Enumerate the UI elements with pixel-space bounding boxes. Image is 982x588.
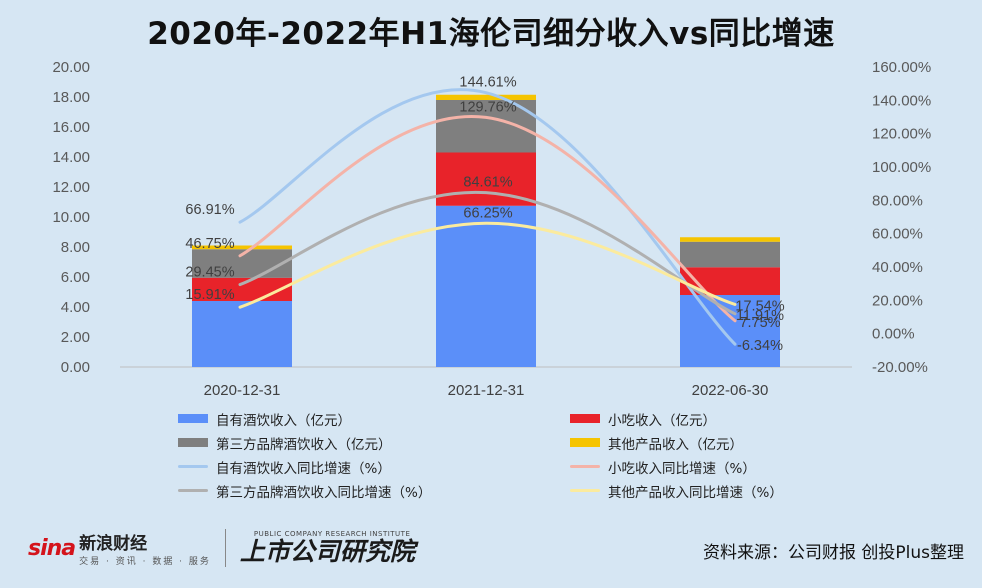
bars: [192, 94, 780, 367]
bar-segment: [192, 301, 292, 367]
left-axis: 0.00 2.00 4.00 6.00 8.00 10.00 12.00 14.00 16.00…: [52, 59, 90, 376]
right-tick-label: 80.00%: [872, 192, 923, 209]
right-tick-label: 160.00%: [872, 59, 931, 76]
left-tick-label: 0.00: [61, 359, 90, 376]
growth-data-label: 84.61%: [463, 175, 512, 191]
legend-label: 自有酒饮收入同比增速（%）: [216, 460, 391, 477]
growth-line: [238, 114, 737, 323]
legend-swatch: [570, 414, 600, 423]
left-tick-label: 8.00: [61, 239, 90, 256]
growth-data-label: 15.91%: [185, 287, 234, 303]
legend-item: 其他产品收入（亿元）: [570, 432, 818, 453]
legend-item: 自有酒饮收入同比增速（%）: [178, 456, 570, 477]
left-tick-label: 20.00: [52, 59, 90, 76]
growth-data-label: 46.75%: [185, 236, 234, 252]
growth-line: [238, 221, 737, 309]
legend-swatch: [178, 489, 208, 492]
footer-logos: sina 新浪财经 交易 · 资讯 · 数据 · 服务 PUBLIC COMPA…: [28, 528, 415, 568]
right-tick-label: 20.00%: [872, 292, 923, 309]
legend-item: 小吃收入（亿元）: [570, 408, 818, 429]
data-labels: 66.91% 144.61% -6.34% 46.75% 129.76% 7.75% 29.…: [185, 75, 784, 355]
legend: 自有酒饮收入（亿元） 小吃收入（亿元） 第三方品牌酒饮收入（亿元） 其他产品收入（亿元…: [178, 408, 818, 501]
category-label: 2022-06-30: [692, 382, 769, 399]
right-tick-label: 40.00%: [872, 259, 923, 276]
right-tick-label: 60.00%: [872, 226, 923, 243]
logo-divider: [224, 529, 226, 567]
left-tick-label: 18.00: [52, 89, 90, 106]
bar-segment: [192, 245, 292, 250]
bar-segment: [680, 295, 780, 367]
legend-label: 第三方品牌酒饮收入同比增速（%）: [216, 484, 432, 501]
growth-data-label: 11.91%: [736, 308, 784, 324]
sina-brand: 新浪财经 交易 · 资讯 · 数据 · 服务: [79, 529, 211, 567]
chart-canvas: 0.00 2.00 4.00 6.00 8.00 10.00 12.00 14.00 16.00…: [52, 59, 931, 399]
lines: [238, 88, 737, 346]
legend-label: 小吃收入同比增速（%）: [608, 460, 756, 477]
category-labels: 2020-12-31 2021-12-31 2022-06-30: [204, 382, 769, 399]
legend-swatch: [570, 489, 600, 492]
legend-label: 自有酒饮收入（亿元）: [216, 412, 351, 429]
legend-label: 其他产品收入（亿元）: [608, 436, 743, 453]
right-tick-label: 120.00%: [872, 126, 931, 143]
institute-name: 上市公司研究院: [239, 537, 415, 566]
growth-data-label: 7.75%: [739, 315, 780, 331]
legend-item: 小吃收入同比增速（%）: [570, 456, 818, 477]
growth-line: [238, 190, 737, 316]
legend-item: 第三方品牌酒饮收入同比增速（%）: [178, 480, 570, 501]
left-tick-label: 12.00: [52, 179, 90, 196]
right-tick-label: -20.00%: [872, 359, 928, 376]
category-label: 2021-12-31: [448, 382, 525, 399]
sina-subtitle: 交易 · 资讯 · 数据 · 服务: [79, 557, 211, 567]
growth-data-label: 144.61%: [459, 75, 516, 91]
left-tick-label: 16.00: [52, 119, 90, 136]
right-tick-label: 140.00%: [872, 92, 931, 109]
category-label: 2020-12-31: [204, 382, 281, 399]
right-tick-label: 0.00%: [872, 326, 915, 343]
growth-data-label: 129.76%: [459, 99, 516, 115]
legend-swatch: [178, 414, 208, 423]
right-tick-label: 100.00%: [872, 159, 931, 176]
left-tick-label: 6.00: [61, 269, 90, 286]
growth-data-label: 17.54%: [735, 298, 784, 314]
legend-label: 其他产品收入同比增速（%）: [608, 484, 783, 501]
bar-segment: [436, 205, 536, 367]
legend-swatch: [570, 465, 600, 468]
left-tick-label: 10.00: [52, 209, 90, 226]
growth-data-label: 66.25%: [463, 205, 512, 221]
growth-data-label: -6.34%: [737, 338, 783, 354]
bar-segment: [680, 237, 780, 242]
growth-line: [238, 88, 737, 346]
legend-swatch: [570, 438, 600, 447]
left-tick-label: 14.00: [52, 149, 90, 166]
growth-data-label: 29.45%: [185, 265, 234, 281]
sina-name: 新浪财经: [79, 534, 148, 554]
source-note: 资料来源：公司财报 创投Plus整理: [702, 543, 964, 563]
legend-swatch: [178, 438, 208, 447]
left-tick-label: 2.00: [61, 329, 90, 346]
legend-item: 其他产品收入同比增速（%）: [570, 480, 818, 501]
right-axis: -20.00% 0.00% 20.00% 40.00% 60.00% 80.00% 100.…: [872, 59, 931, 376]
bar-segment: [436, 94, 536, 100]
chart-title: 2020年-2022年H1海伦司细分收入vs同比增速: [147, 16, 835, 52]
left-tick-label: 4.00: [61, 299, 90, 316]
legend-label: 第三方品牌酒饮收入（亿元）: [216, 436, 392, 453]
legend-item: 第三方品牌酒饮收入（亿元）: [178, 432, 570, 453]
institute-subtitle: PUBLIC COMPANY RESEARCH INSTITUTE: [253, 530, 411, 538]
legend-label: 小吃收入（亿元）: [608, 412, 716, 429]
sina-logo: sina: [28, 535, 76, 561]
institute-brand: PUBLIC COMPANY RESEARCH INSTITUTE 上市公司研究…: [240, 530, 415, 566]
bar-segment: [680, 241, 780, 268]
legend-item: 自有酒饮收入（亿元）: [178, 408, 570, 429]
legend-swatch: [178, 465, 208, 468]
growth-data-label: 66.91%: [185, 202, 234, 218]
